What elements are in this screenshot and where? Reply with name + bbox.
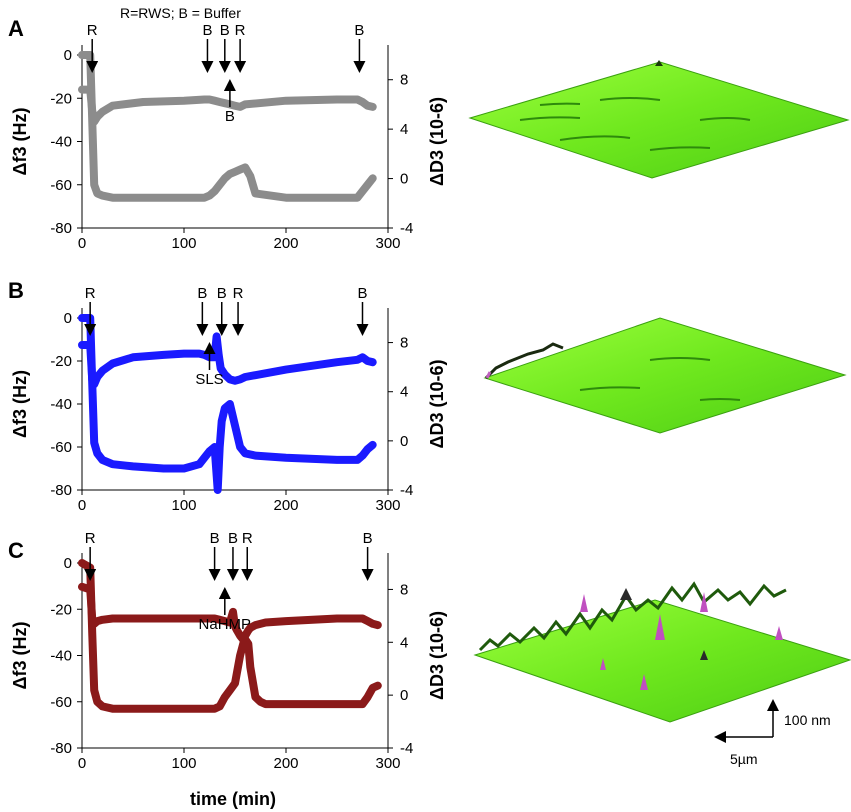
- y-right-axis-title: ΔD3 (10-6): [427, 360, 447, 449]
- y-right-tick-label: 0: [400, 433, 408, 450]
- y-left-tick-label: -60: [50, 439, 72, 456]
- annotation-label: R: [85, 530, 96, 547]
- y-left-tick-label: 0: [64, 555, 72, 572]
- series-line-right: [78, 332, 377, 389]
- annotation-label: R: [235, 22, 246, 39]
- annotation-label: B: [220, 22, 230, 39]
- y-left-tick-label: -40: [50, 134, 72, 151]
- chart-panel-b: B 0 100 200 300 0 -20 -40 -60 -80 8 4 0 -4 Δf3 (Hz) ΔD3…: [8, 278, 447, 514]
- annotation-label: B: [202, 22, 212, 39]
- x-tick-label: 200: [273, 235, 298, 252]
- x-tick-label: 100: [171, 755, 196, 772]
- annotation-label: B: [363, 530, 373, 547]
- x-tick-label: 0: [78, 235, 86, 252]
- series-line-left: [78, 51, 377, 202]
- y-left-tick-label: -80: [50, 220, 72, 237]
- y-left-tick-label: -60: [50, 177, 72, 194]
- y-right-tick-label: 8: [400, 581, 408, 598]
- x-tick-label: 0: [78, 755, 86, 772]
- y-left-tick-label: -20: [50, 353, 72, 370]
- y-left-tick-label: -40: [50, 648, 72, 665]
- y-right-tick-label: 8: [400, 335, 408, 352]
- series-line-right: [78, 582, 382, 644]
- legend-text: R=RWS; B = Buffer: [120, 5, 241, 21]
- y-right-tick-label: 0: [400, 171, 408, 188]
- scale-bar: 100 nm 5µm: [714, 699, 831, 767]
- y-left-tick-label: -80: [50, 482, 72, 499]
- annotation-label: B: [217, 285, 227, 302]
- y-right-tick-label: -4: [400, 482, 413, 499]
- x-tick-label: 300: [375, 755, 400, 772]
- series-line-right: [78, 85, 377, 126]
- y-right-axis-title: ΔD3 (10-6): [427, 97, 447, 186]
- x-axis-title: time (min): [190, 789, 276, 809]
- panel-letter: A: [8, 16, 24, 41]
- annotation-label: NaHMP: [199, 616, 252, 633]
- y-left-axis-title: Δf3 (Hz): [10, 108, 30, 176]
- x-tick-label: 300: [375, 497, 400, 514]
- y-right-tick-label: -4: [400, 220, 413, 237]
- annotation-label: R: [85, 285, 96, 302]
- series-line-left: [78, 314, 377, 494]
- y-left-axis-title: Δf3 (Hz): [10, 622, 30, 690]
- x-tick-label: 200: [273, 755, 298, 772]
- scale-vertical-label: 100 nm: [784, 712, 831, 728]
- annotation-label: B: [357, 285, 367, 302]
- y-right-axis-title: ΔD3 (10-6): [427, 611, 447, 700]
- afm-surface-b: [483, 317, 847, 434]
- y-left-tick-label: -20: [50, 90, 72, 107]
- y-right-tick-label: 0: [400, 687, 408, 704]
- annotation-label: B: [354, 22, 364, 39]
- y-left-axis-title: Δf3 (Hz): [10, 370, 30, 438]
- x-tick-label: 100: [171, 497, 196, 514]
- y-right-tick-label: 8: [400, 72, 408, 89]
- annotation-label: R: [242, 530, 253, 547]
- panel-letter: B: [8, 278, 24, 303]
- annotation-label: B: [228, 530, 238, 547]
- chart-panel-c: C 0 100 200 300 0 -20 -40 -60 -80 8 4 0 -4 Δf3 (Hz) ΔD3…: [8, 530, 447, 772]
- x-tick-label: 300: [375, 235, 400, 252]
- y-right-tick-label: 4: [400, 384, 408, 401]
- y-left-tick-label: 0: [64, 310, 72, 327]
- annotation-label: SLS: [195, 371, 223, 388]
- scale-horizontal-label: 5µm: [730, 751, 758, 767]
- y-left-tick-label: -60: [50, 694, 72, 711]
- x-tick-label: 0: [78, 497, 86, 514]
- series-line-left: [78, 559, 382, 713]
- y-left-tick-label: -20: [50, 601, 72, 618]
- y-left-tick-label: 0: [64, 47, 72, 64]
- afm-surface-a: [468, 60, 850, 179]
- panel-letter: C: [8, 538, 24, 563]
- y-left-tick-label: -40: [50, 396, 72, 413]
- y-right-tick-label: 4: [400, 634, 408, 651]
- annotation-label: R: [87, 22, 98, 39]
- x-tick-label: 100: [171, 235, 196, 252]
- y-right-tick-label: -4: [400, 740, 413, 757]
- annotation-label: B: [225, 108, 235, 125]
- y-right-tick-label: 4: [400, 121, 408, 138]
- annotation-label: B: [197, 285, 207, 302]
- y-left-tick-label: -80: [50, 740, 72, 757]
- annotation-label: R: [233, 285, 244, 302]
- annotation-label: B: [210, 530, 220, 547]
- afm-surface-c: [473, 581, 851, 723]
- chart-panel-a: A 0 100 200 300 0 -20 -40 -60 -80 8 4 0 -4 Δf3 (Hz) ΔD3…: [8, 16, 447, 252]
- x-tick-label: 200: [273, 497, 298, 514]
